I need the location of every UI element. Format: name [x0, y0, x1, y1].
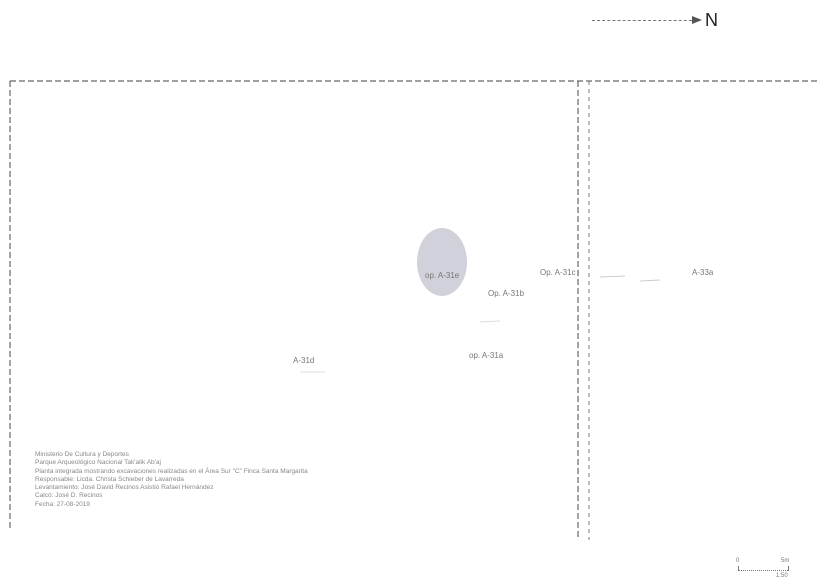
north-arrow-head-icon	[692, 16, 702, 24]
info-block: Ministerio De Cultura y Deportes Parque …	[35, 451, 308, 509]
info-line: Levantamiento: José David Recinos Asisti…	[35, 484, 214, 492]
scale-line	[738, 570, 788, 571]
info-line: Parque Arqueológico Nacional Tak'alik Ab…	[35, 459, 161, 467]
info-line: Calcó: José D. Recinos	[35, 492, 103, 500]
scale-tick-left	[738, 566, 739, 571]
info-line: Ministerio De Cultura y Deportes	[35, 451, 129, 458]
scale-tick-right	[788, 566, 789, 571]
faint-mark	[639, 279, 661, 282]
area-label-a: op. A-31a	[469, 351, 504, 360]
area-label-oval: op. A-31e	[425, 271, 460, 280]
excavation-oval	[417, 228, 467, 296]
info-line: Fecha: 27-08-2019	[35, 500, 90, 508]
north-arrow-shaft	[592, 20, 697, 21]
area-label-b: Op. A-31b	[488, 289, 525, 298]
faint-mark	[599, 275, 626, 278]
scale-start: 0	[736, 558, 740, 564]
scale-end: 5m	[781, 558, 790, 564]
faint-mark	[479, 320, 501, 323]
area-label-d: A-31d	[293, 356, 315, 365]
area-label-e: A-33a	[692, 268, 714, 277]
info-line: Planta integrada mostrando excavaciones …	[35, 467, 308, 475]
info-line: Responsable: Licda. Christa Schieber de …	[35, 475, 184, 483]
scale-bar: 0 5m 1:50	[736, 558, 796, 582]
north-arrow: N	[592, 8, 722, 32]
scale-ratio: 1:50	[776, 573, 788, 579]
north-label: N	[705, 10, 718, 30]
area-label-c: Op. A-31c	[540, 268, 576, 277]
